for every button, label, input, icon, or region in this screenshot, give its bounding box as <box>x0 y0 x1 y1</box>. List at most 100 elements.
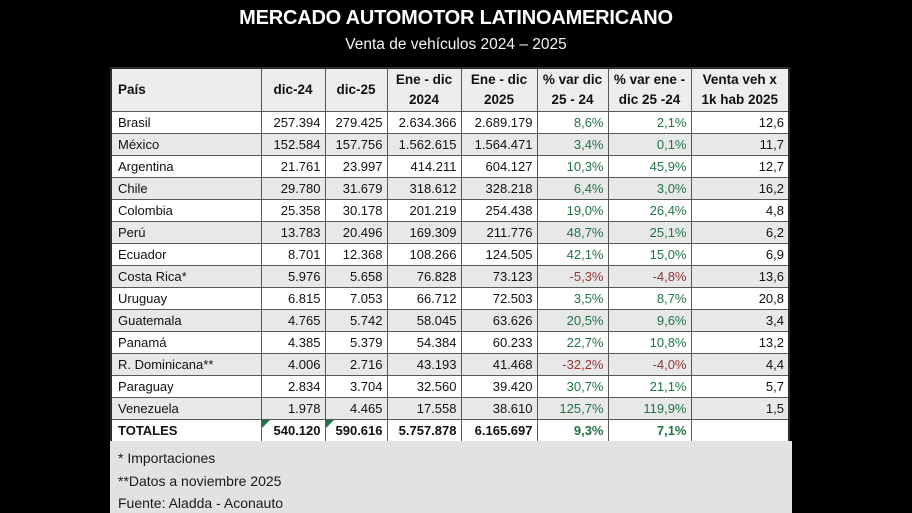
cell-percent: 9,6% <box>607 308 692 332</box>
cell-country: México <box>110 132 262 156</box>
cell-value: 3,4 <box>690 308 790 332</box>
table-row: Costa Rica* 5.976 5.658 76.828 73.123 -5,3% -4… <box>110 264 790 288</box>
cell-country: Ecuador <box>110 242 262 266</box>
cell-value: 6.815 <box>260 286 326 310</box>
cell-value: 279.425 <box>324 110 388 134</box>
column-header: Ene - dic 2025 <box>460 67 538 112</box>
cell-text: 540.120 <box>273 422 321 438</box>
cell-percent: 26,4% <box>607 198 692 222</box>
cell-percent: 6,4% <box>536 176 609 200</box>
cell-percent: 2,1% <box>607 110 692 134</box>
cell-value: 4,4 <box>690 352 790 376</box>
cell-value <box>690 418 790 442</box>
cell-country: Guatemala <box>110 308 262 332</box>
cell-percent: 0,1% <box>607 132 692 156</box>
cell-value: 16,2 <box>690 176 790 200</box>
cell-percent: 7,1% <box>607 418 692 442</box>
cell-value: 8.701 <box>260 242 326 266</box>
cell-percent: 3,4% <box>536 132 609 156</box>
cell-value: 152.584 <box>260 132 326 156</box>
table-row: Panamá 4.385 5.379 54.384 60.233 22,7% 10,8% 13… <box>110 330 790 354</box>
cell-value: 21.761 <box>260 154 326 178</box>
cell-country: Brasil <box>110 110 262 134</box>
cell-country: Colombia <box>110 198 262 222</box>
cell-value: 318.612 <box>386 176 462 200</box>
cell-value: 328.218 <box>460 176 538 200</box>
cell-country: Venezuela <box>110 396 262 420</box>
cell-country: Chile <box>110 176 262 200</box>
cell-percent: 21,1% <box>607 374 692 398</box>
cell-value: 169.309 <box>386 220 462 244</box>
cell-percent: 20,5% <box>536 308 609 332</box>
cell-percent: 125,7% <box>536 396 609 420</box>
cell-percent: 22,7% <box>536 330 609 354</box>
cell-value: 30.178 <box>324 198 388 222</box>
cell-value: 20.496 <box>324 220 388 244</box>
cell-value: 211.776 <box>460 220 538 244</box>
cell-percent: 25,1% <box>607 220 692 244</box>
cell-value: 6,2 <box>690 220 790 244</box>
cell-value: 23.997 <box>324 154 388 178</box>
cell-value: 6,9 <box>690 242 790 266</box>
cell-value: 4.006 <box>260 352 326 376</box>
page-subtitle: Venta de vehículos 2024 – 2025 <box>345 36 567 53</box>
cell-value: 4.765 <box>260 308 326 332</box>
cell-country: Perú <box>110 220 262 244</box>
cell-value: 32.560 <box>386 374 462 398</box>
cell-percent: -32,2% <box>536 352 609 376</box>
cell-value: 6.165.697 <box>460 418 538 442</box>
totals-row: TOTALES 540.120 590.616 5.757.878 6.165.697 9… <box>110 418 790 442</box>
cell-value: 4.385 <box>260 330 326 354</box>
cell-value: 76.828 <box>386 264 462 288</box>
cell-value: 58.045 <box>386 308 462 332</box>
cell-percent: 3,5% <box>536 286 609 310</box>
cell-value: 2.689.179 <box>460 110 538 134</box>
cell-value: 5,7 <box>690 374 790 398</box>
cell-percent: 10,8% <box>607 330 692 354</box>
cell-value: 108.266 <box>386 242 462 266</box>
column-header: Venta veh x 1k hab 2025 <box>690 67 790 112</box>
table-row: Brasil 257.394 279.425 2.634.366 2.689.179 8,… <box>110 110 790 134</box>
cell-value: 2.716 <box>324 352 388 376</box>
footnotes-panel: * Importaciones **Datos a noviembre 2025… <box>110 441 792 513</box>
cell-value: 157.756 <box>324 132 388 156</box>
cell-value: 7.053 <box>324 286 388 310</box>
cell-percent: 3,0% <box>607 176 692 200</box>
vehicle-sales-table: País dic-24 dic-25 Ene - dic 2024 Ene - dic … <box>110 67 790 443</box>
table-row: R. Dominicana** 4.006 2.716 43.193 41.468 -32… <box>110 352 790 376</box>
table-row: Ecuador 8.701 12.368 108.266 124.505 42,1% 15,… <box>110 242 790 266</box>
cell-value: 1.564.471 <box>460 132 538 156</box>
table-row: México 152.584 157.756 1.562.615 1.564.471 3,… <box>110 132 790 156</box>
cell-value: 13,6 <box>690 264 790 288</box>
cell-value: 5.757.878 <box>386 418 462 442</box>
cell-percent: 30,7% <box>536 374 609 398</box>
cell-percent: 48,7% <box>536 220 609 244</box>
cell-value: 5.742 <box>324 308 388 332</box>
column-header: % var ene - dic 25 -24 <box>607 67 692 112</box>
cell-value: 590.616 <box>324 418 388 442</box>
cell-value: 257.394 <box>260 110 326 134</box>
cell-percent: 9,3% <box>536 418 609 442</box>
cell-value: 3.704 <box>324 374 388 398</box>
table-row: Venezuela 1.978 4.465 17.558 38.610 125,7% 119… <box>110 396 790 420</box>
cell-value: 1.562.615 <box>386 132 462 156</box>
cell-country: R. Dominicana** <box>110 352 262 376</box>
cell-percent: 45,9% <box>607 154 692 178</box>
cell-value: 540.120 <box>260 418 326 442</box>
cell-value: 12,7 <box>690 154 790 178</box>
cell-value: 1.978 <box>260 396 326 420</box>
cell-percent: 119,9% <box>607 396 692 420</box>
cell-value: 12,6 <box>690 110 790 134</box>
footnote-line: Fuente: Aladda - Aconauto <box>118 495 284 511</box>
cell-value: 17.558 <box>386 396 462 420</box>
table-row: Paraguay 2.834 3.704 32.560 39.420 30,7% 21,1%… <box>110 374 790 398</box>
cell-value: 5.658 <box>324 264 388 288</box>
cell-percent: -4,8% <box>607 264 692 288</box>
cell-value: 54.384 <box>386 330 462 354</box>
error-flag-icon <box>262 419 270 428</box>
cell-value: 63.626 <box>460 308 538 332</box>
table-row: Perú 13.783 20.496 169.309 211.776 48,7% 25,1%… <box>110 220 790 244</box>
cell-value: 201.219 <box>386 198 462 222</box>
cell-country: Uruguay <box>110 286 262 310</box>
cell-percent: -4,0% <box>607 352 692 376</box>
